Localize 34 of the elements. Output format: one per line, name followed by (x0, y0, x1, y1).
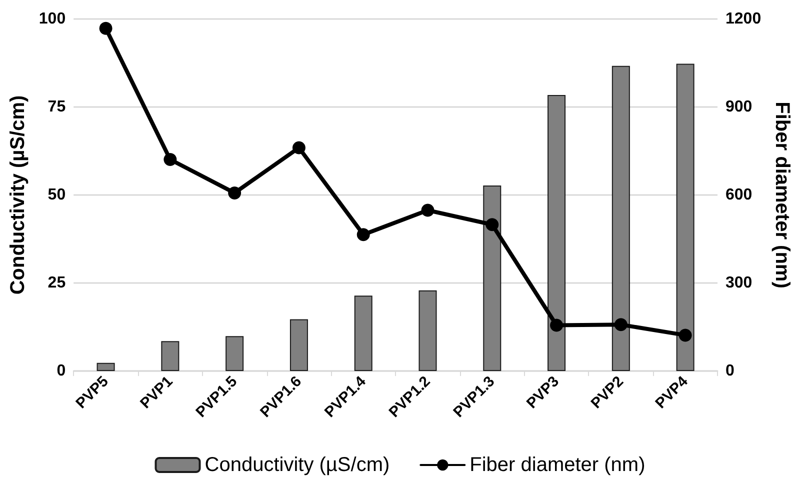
y-tick-label: 75 (48, 98, 66, 116)
bar (676, 64, 694, 371)
legend-label: Fiber diameter (nm) (470, 454, 646, 476)
y2-tick-label: 300 (726, 274, 752, 292)
bar (226, 336, 244, 371)
y2-tick-label: 600 (726, 186, 752, 204)
y-tick-label: 100 (38, 10, 66, 28)
y-axis-title: Conductivity (µS/cm) (7, 95, 29, 295)
point (99, 22, 112, 35)
y-tick-label: 0 (56, 362, 66, 380)
y2-axis-title: Fiber diameter (nm) (771, 102, 793, 288)
point (614, 318, 628, 332)
bar (548, 95, 566, 371)
bar (612, 66, 630, 371)
y2-tick-label: 900 (726, 98, 752, 116)
point (228, 186, 242, 200)
bar (290, 319, 308, 371)
point (164, 153, 177, 166)
bar (354, 296, 372, 371)
point (292, 141, 306, 154)
point (678, 328, 692, 342)
legend-label: Conductivity (µS/cm) (204, 454, 390, 476)
point (356, 228, 370, 242)
point (550, 318, 564, 332)
bar (96, 362, 115, 371)
y-tick-label: 50 (48, 186, 66, 204)
y2-tick-label: 0 (726, 362, 735, 380)
y-tick-label: 25 (48, 274, 66, 292)
y2-tick-label: 1200 (726, 10, 762, 28)
bar (161, 341, 180, 371)
bar (483, 185, 502, 371)
point (486, 218, 499, 232)
point (421, 204, 434, 217)
bar (418, 290, 437, 371)
